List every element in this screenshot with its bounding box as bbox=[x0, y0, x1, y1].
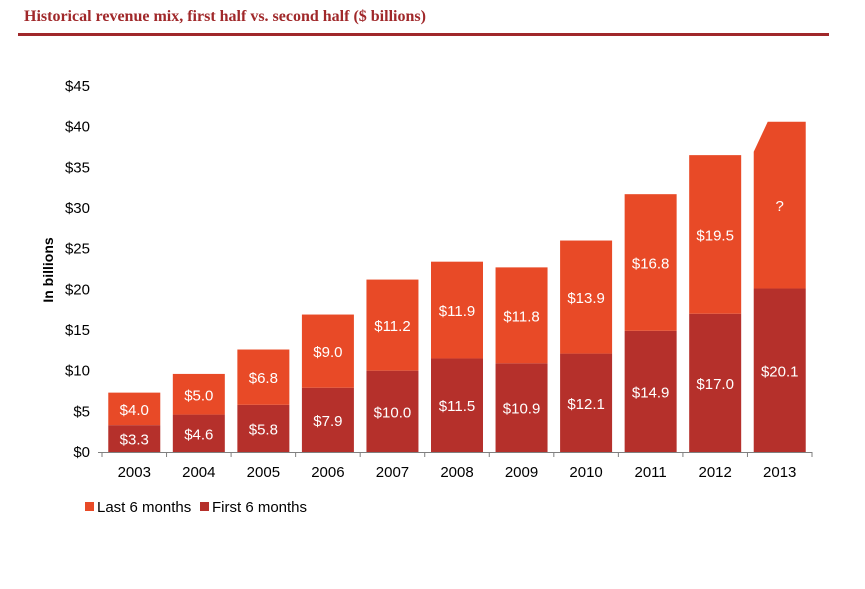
data-label-first-6-months: $5.8 bbox=[249, 421, 278, 438]
x-tick-label: 2009 bbox=[505, 464, 538, 481]
chart-title: Historical revenue mix, first half vs. s… bbox=[24, 8, 426, 25]
data-label-last-6-months: $9.0 bbox=[313, 344, 342, 361]
x-tick-label: 2004 bbox=[182, 464, 215, 481]
x-tick-label: 2007 bbox=[376, 464, 409, 481]
data-label-last-6-months: $11.9 bbox=[439, 303, 475, 320]
bar-first-6-months bbox=[108, 425, 161, 452]
bar-first-6-months bbox=[172, 414, 225, 452]
bar-last-6-months bbox=[560, 240, 613, 354]
data-label-first-6-months: $12.1 bbox=[567, 396, 605, 413]
data-label-last-6-months: ? bbox=[776, 198, 784, 215]
legend-last-6-months-label: Last 6 months bbox=[97, 499, 191, 516]
data-label-first-6-months: $17.0 bbox=[696, 376, 734, 393]
data-label-last-6-months: $19.5 bbox=[696, 227, 734, 244]
y-tick-label: $35 bbox=[65, 159, 90, 176]
data-label-first-6-months: $3.3 bbox=[120, 432, 149, 449]
bar-last-6-months bbox=[237, 349, 290, 405]
bar-last-6-months bbox=[172, 373, 225, 415]
bar-last-6-months bbox=[108, 392, 161, 426]
bar-first-6-months bbox=[689, 313, 742, 452]
x-tick-label: 2010 bbox=[569, 464, 602, 481]
bar-first-6-months bbox=[301, 387, 354, 452]
y-axis-label: In billions bbox=[40, 237, 56, 303]
data-label-last-6-months: $11.8 bbox=[503, 308, 539, 325]
bar-last-6-months bbox=[495, 267, 548, 364]
y-tick-label: $45 bbox=[65, 78, 90, 95]
data-label-last-6-months: $16.8 bbox=[632, 255, 670, 272]
data-label-last-6-months: $4.0 bbox=[120, 402, 149, 419]
data-label-first-6-months: $10.0 bbox=[374, 404, 412, 421]
bar-last-6-months bbox=[689, 155, 742, 314]
data-label-first-6-months: $7.9 bbox=[313, 413, 342, 430]
legend-first-6-months-swatch bbox=[200, 502, 209, 511]
y-tick-label: $20 bbox=[65, 281, 90, 298]
bar-first-6-months bbox=[431, 358, 483, 452]
x-tick-label: 2012 bbox=[698, 464, 731, 481]
y-tick-label: $5 bbox=[73, 403, 90, 420]
x-tick-label: 2013 bbox=[763, 464, 796, 481]
bar-last-6-months-estimated bbox=[753, 121, 806, 289]
legend-first-6-months-label: First 6 months bbox=[212, 499, 307, 516]
x-axis: 2003 2004 2005 2006 2007 2008 2009 2010 2011 2012… bbox=[98, 452, 813, 481]
data-label-first-6-months: $14.9 bbox=[632, 384, 670, 401]
legend: Last 6 months First 6 months bbox=[85, 499, 307, 516]
data-label-last-6-months: $6.8 bbox=[249, 370, 278, 387]
bar-last-6-months bbox=[301, 314, 354, 388]
data-label-first-6-months: $20.1 bbox=[761, 363, 799, 380]
x-tick-label: 2011 bbox=[635, 464, 667, 481]
y-tick-label: $25 bbox=[65, 241, 90, 258]
y-tick-label: $30 bbox=[65, 200, 90, 217]
bar-first-6-months bbox=[753, 288, 806, 452]
y-tick-label: $15 bbox=[65, 322, 90, 339]
bar-last-6-months bbox=[431, 261, 483, 359]
bar-first-6-months bbox=[624, 330, 677, 452]
bars: $3.3 $4.0 $4.6 $5.0 $5.8 $6.8 $7.9 $9.0 $10.0 $11… bbox=[108, 121, 806, 452]
x-tick-label: 2005 bbox=[247, 464, 280, 481]
y-tick-label: $10 bbox=[65, 363, 90, 380]
x-tick-label: 2008 bbox=[440, 464, 473, 481]
legend-last-6-months-swatch bbox=[85, 502, 94, 511]
y-tick-label: $0 bbox=[73, 444, 90, 461]
data-label-last-6-months: $11.2 bbox=[374, 318, 410, 335]
x-tick-label: 2003 bbox=[118, 464, 151, 481]
bar-first-6-months bbox=[560, 353, 613, 452]
bar-last-6-months bbox=[366, 279, 419, 371]
bar-first-6-months bbox=[237, 404, 290, 452]
data-label-last-6-months: $13.9 bbox=[567, 290, 605, 307]
title-rule bbox=[18, 33, 829, 36]
bar-first-6-months bbox=[495, 363, 548, 452]
x-tick-label: 2006 bbox=[311, 464, 344, 481]
data-label-last-6-months: $5.0 bbox=[184, 387, 213, 404]
y-axis-ticks: $0 $5 $10 $15 $20 $25 $30 $35 $40 $45 bbox=[65, 78, 90, 461]
data-label-first-6-months: $10.9 bbox=[503, 401, 541, 418]
data-label-first-6-months: $4.6 bbox=[184, 426, 213, 443]
data-label-first-6-months: $11.5 bbox=[439, 398, 475, 415]
bar-last-6-months bbox=[624, 194, 677, 331]
y-tick-label: $40 bbox=[65, 119, 90, 136]
bar-first-6-months bbox=[366, 370, 419, 452]
